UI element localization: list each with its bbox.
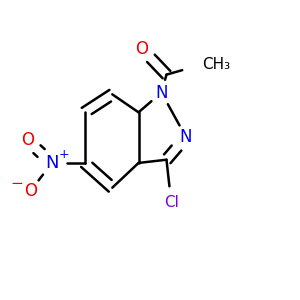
Text: N: N <box>180 128 192 146</box>
Text: N: N <box>45 154 59 172</box>
Text: Cl: Cl <box>164 195 178 210</box>
Text: +: + <box>59 148 70 161</box>
Text: O: O <box>24 182 37 200</box>
Text: O: O <box>21 131 34 149</box>
Text: O: O <box>135 40 148 58</box>
Text: −: − <box>11 176 24 191</box>
Text: N: N <box>155 84 168 102</box>
Text: CH₃: CH₃ <box>202 57 230 72</box>
